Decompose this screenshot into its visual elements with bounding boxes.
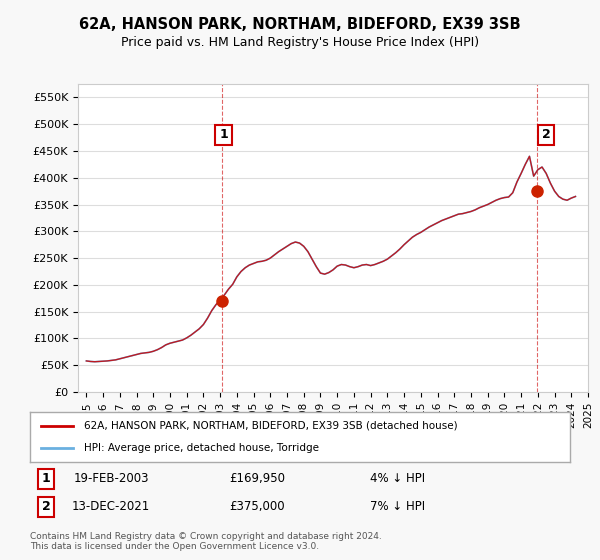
Text: 62A, HANSON PARK, NORTHAM, BIDEFORD, EX39 3SB: 62A, HANSON PARK, NORTHAM, BIDEFORD, EX3… <box>79 17 521 32</box>
Text: 7% ↓ HPI: 7% ↓ HPI <box>370 500 425 514</box>
Text: Contains HM Land Registry data © Crown copyright and database right 2024.
This d: Contains HM Land Registry data © Crown c… <box>30 532 382 552</box>
Text: 2: 2 <box>542 128 551 141</box>
Text: £375,000: £375,000 <box>229 500 284 514</box>
Text: 19-FEB-2003: 19-FEB-2003 <box>73 472 149 486</box>
Text: 62A, HANSON PARK, NORTHAM, BIDEFORD, EX39 3SB (detached house): 62A, HANSON PARK, NORTHAM, BIDEFORD, EX3… <box>84 421 458 431</box>
Text: £169,950: £169,950 <box>229 472 285 486</box>
Text: Price paid vs. HM Land Registry's House Price Index (HPI): Price paid vs. HM Land Registry's House … <box>121 36 479 49</box>
Text: 1: 1 <box>219 128 228 141</box>
Text: 2: 2 <box>42 500 50 514</box>
Text: 4% ↓ HPI: 4% ↓ HPI <box>370 472 425 486</box>
Text: 13-DEC-2021: 13-DEC-2021 <box>72 500 150 514</box>
Text: HPI: Average price, detached house, Torridge: HPI: Average price, detached house, Torr… <box>84 443 319 453</box>
Text: 1: 1 <box>42 472 50 486</box>
